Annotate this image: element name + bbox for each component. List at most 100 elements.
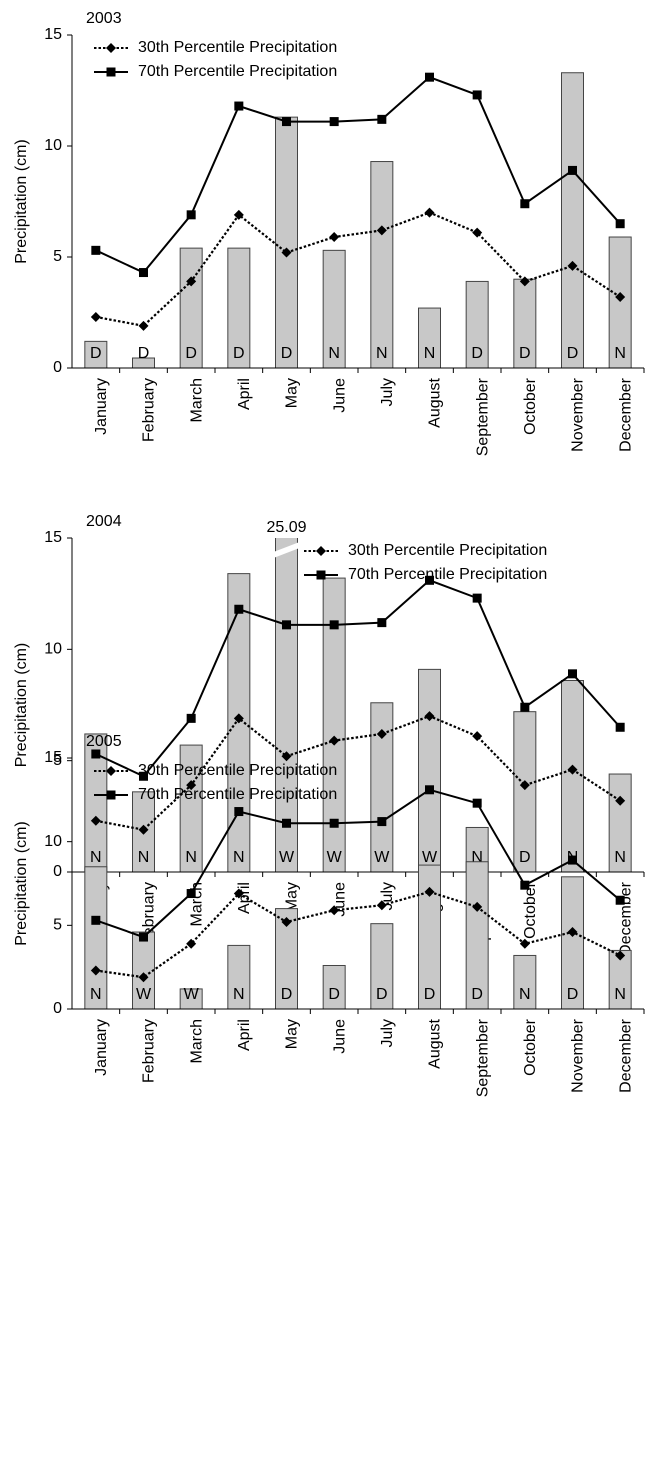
diamond-marker: [186, 276, 197, 287]
x-tick-label: October: [522, 1018, 539, 1076]
bar-code: N: [471, 849, 483, 866]
percentile-line: [95, 714, 621, 831]
bar: [608, 236, 632, 368]
diamond-marker: [567, 260, 578, 271]
diamond-marker: [424, 207, 435, 218]
diamond-marker: [233, 888, 244, 899]
diamond-marker: [329, 735, 340, 746]
x-tick-label: December: [617, 881, 634, 955]
panel: 2003 Precipitation (cm) 0 5 10 15 D January D Feb…: [13, 10, 645, 456]
square-marker: [568, 669, 577, 679]
bar: [322, 249, 346, 368]
square-marker: [91, 245, 101, 255]
bar-code: N: [614, 345, 626, 362]
square-marker: [234, 604, 244, 614]
diamond-marker: [138, 824, 149, 835]
bar: [465, 826, 489, 872]
square-marker: [139, 268, 148, 278]
square-marker: [615, 895, 625, 905]
diamond-marker: [90, 815, 101, 826]
square-marker: [615, 722, 625, 732]
bar: [561, 680, 584, 872]
bar-code: N: [614, 986, 626, 1003]
bar: [418, 668, 441, 872]
bar: [370, 161, 394, 368]
diamond-marker: [138, 320, 149, 331]
legend-label: 70th Percentile Precipitation: [348, 566, 547, 583]
square-marker: [139, 932, 148, 942]
x-tick-label: December: [617, 377, 634, 451]
square-marker: [282, 818, 291, 828]
panel: 2005 Precipitation (cm) 0 5 10 15 N January W Feb…: [13, 733, 645, 1097]
percentile-line: [95, 76, 621, 274]
y-tick-label: 10: [44, 137, 62, 154]
diamond-marker: [472, 901, 483, 912]
x-tick-label: October: [522, 377, 539, 435]
bar-code: N: [328, 345, 340, 362]
legend-marker: [106, 43, 116, 53]
bar-code: N: [90, 986, 102, 1003]
bar-code: N: [233, 849, 245, 866]
bar-code: N: [424, 345, 436, 362]
bars: [84, 861, 632, 1009]
square-marker: [568, 855, 577, 865]
y-axis-label: Precipitation (cm): [13, 643, 30, 767]
x-tick-label: July: [379, 378, 396, 406]
y-axis-label: Precipitation (cm): [13, 139, 30, 263]
square-marker: [472, 593, 482, 603]
square-marker: [377, 618, 387, 628]
x-tick-label: September: [474, 377, 491, 456]
x-tick-label: August: [427, 377, 444, 427]
x-tick-label: January: [93, 1019, 110, 1076]
square-marker: [377, 817, 387, 827]
legend-label: 70th Percentile Precipitation: [138, 786, 337, 803]
x-tick-label: January: [93, 378, 110, 435]
axis-break: [273, 542, 300, 558]
square-marker: [377, 114, 387, 124]
legend-label: 70th Percentile Precipitation: [138, 63, 337, 80]
percentile-line: [95, 211, 621, 328]
diamond-marker: [472, 227, 483, 238]
bar: [84, 866, 108, 1009]
x-tick-label: April: [236, 882, 253, 914]
bar: [465, 280, 489, 368]
bar-code: W: [374, 849, 390, 866]
x-tick-label: March: [188, 378, 205, 422]
square-marker: [568, 165, 577, 175]
square-marker: [329, 117, 339, 127]
panel-title: 2005: [86, 733, 122, 750]
bar-code: D: [424, 986, 436, 1003]
diamond-marker: [376, 225, 387, 236]
square-marker: [186, 889, 196, 899]
bar-code: D: [567, 986, 579, 1003]
diamond-marker: [329, 905, 340, 916]
y-tick-label: 15: [44, 529, 62, 546]
square-marker: [186, 713, 196, 723]
bar-code: D: [90, 345, 102, 362]
square-marker: [91, 749, 101, 759]
diamond-marker: [233, 713, 244, 724]
x-tick-label: March: [188, 1019, 205, 1063]
legend-label: 30th Percentile Precipitation: [138, 762, 337, 779]
square-marker: [520, 702, 530, 712]
panel-title: 2003: [86, 10, 122, 27]
bar-code: N: [233, 986, 245, 1003]
x-tick-label: May: [284, 1019, 301, 1049]
percentile-line: [95, 890, 621, 979]
diamond-marker: [615, 950, 626, 961]
x-tick-label: October: [522, 881, 539, 939]
bar-code: N: [90, 849, 102, 866]
percentile-line: [95, 788, 621, 939]
y-tick-label: 5: [53, 248, 62, 265]
x-tick-label: February: [141, 1019, 158, 1083]
bar-code: D: [376, 986, 388, 1003]
diamond-marker: [424, 711, 435, 722]
x-tick-label: August: [427, 1018, 444, 1068]
diamond-marker: [567, 927, 578, 938]
square-marker: [139, 771, 148, 781]
bar-code: D: [328, 986, 340, 1003]
square-marker: [234, 101, 244, 111]
y-axis-label: Precipitation (cm): [13, 821, 30, 945]
legend-marker: [106, 790, 116, 800]
y-tick-label: 0: [53, 359, 62, 376]
